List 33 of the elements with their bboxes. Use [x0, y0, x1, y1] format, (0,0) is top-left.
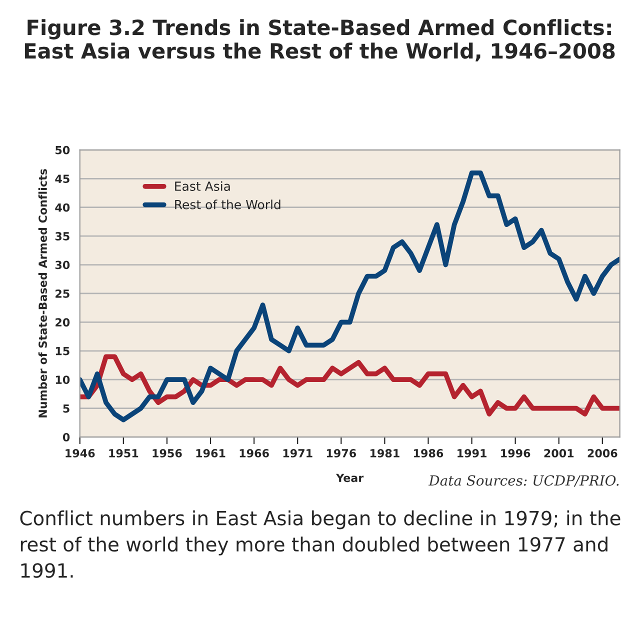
x-axis-title: Year — [336, 474, 364, 482]
x-tick-label: 1981 — [370, 449, 400, 458]
x-tick-label: 1986 — [414, 449, 444, 458]
y-axis-title: Number of State-Based Armed Conflicts — [38, 169, 47, 418]
y-tick-label: 50 — [56, 146, 70, 154]
x-tick-label: 2006 — [588, 449, 618, 458]
y-tick-label: 45 — [55, 174, 70, 184]
x-tick-label: 1956 — [152, 449, 182, 458]
y-tick-label: 0 — [62, 433, 70, 442]
x-tick-label: 1946 — [66, 449, 95, 458]
y-tick-label: 40 — [55, 203, 70, 212]
x-tick-label: 1966 — [240, 449, 269, 458]
x-tick-label: 1971 — [283, 449, 312, 458]
legend-label: Rest of the World — [175, 200, 280, 210]
x-tick-label: 1961 — [196, 449, 226, 458]
y-tick-label: 30 — [55, 260, 70, 270]
y-tick-label: 10 — [56, 376, 70, 384]
x-tick-label: 2001 — [544, 449, 574, 458]
y-tick-label: 25 — [56, 289, 70, 298]
text: Conflict numbers in East Asia began to decline in 1979; in the rest of the world they more than doubled between 1977 and 1991. — [20, 510, 620, 578]
x-tick-label: 1976 — [326, 449, 356, 458]
x-tick-label: 1951 — [109, 449, 138, 458]
y-tick-label: 35 — [55, 232, 70, 240]
line-series — [80, 170, 620, 422]
line-series — [80, 354, 620, 416]
x-tick-label: 1991 — [458, 449, 486, 458]
y-tick-label: 20 — [56, 318, 70, 327]
legend-label: East Asia — [175, 181, 230, 191]
y-tick-label: 15 — [56, 347, 70, 356]
x-tick-label: 1996 — [501, 449, 530, 458]
y-tick-label: 5 — [63, 404, 70, 413]
text: Data Sources: UCDP/PRIO. — [428, 475, 619, 487]
chart-title: Figure 3.2 Trends in State-Based Armed Conflicts: East Asia versus the Rest of the World, 1946–2008 — [24, 19, 615, 62]
